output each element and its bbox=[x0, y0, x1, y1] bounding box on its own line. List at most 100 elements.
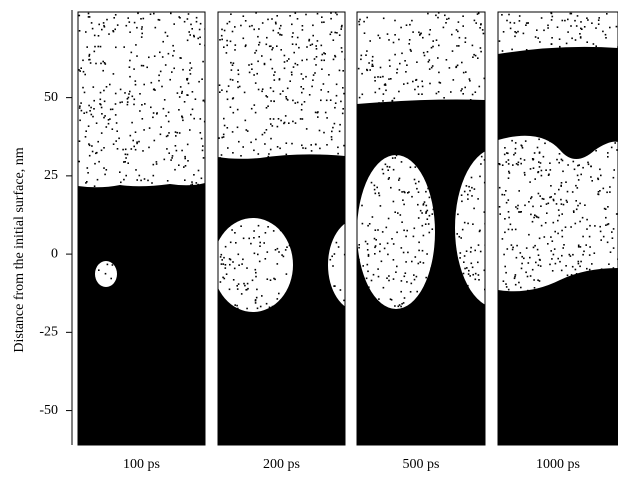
atom-dot bbox=[280, 93, 282, 95]
atom-dot bbox=[104, 256, 106, 258]
atom-dot bbox=[191, 398, 193, 400]
atom-dot bbox=[568, 136, 570, 138]
atom-dot bbox=[167, 321, 169, 323]
atom-dot bbox=[253, 150, 255, 152]
atom-dot bbox=[399, 178, 401, 180]
atom-dot bbox=[508, 211, 510, 213]
atom-dot bbox=[228, 335, 230, 337]
atom-dot bbox=[337, 153, 339, 155]
atom-dot bbox=[609, 191, 611, 193]
atom-dot bbox=[293, 66, 295, 68]
atom-dot bbox=[337, 427, 339, 429]
atom-dot bbox=[400, 417, 402, 419]
atom-dot bbox=[253, 230, 255, 232]
atom-dot bbox=[164, 99, 166, 101]
atom-dot bbox=[441, 343, 443, 345]
atom-dot bbox=[397, 69, 399, 71]
atom-dot bbox=[462, 378, 464, 380]
atom-dot bbox=[289, 245, 291, 247]
atom-dot bbox=[422, 37, 424, 39]
atom-dot bbox=[80, 67, 82, 69]
atom-dot bbox=[612, 282, 614, 284]
atom-dot bbox=[472, 362, 474, 364]
atom-dot bbox=[224, 161, 226, 163]
atom-dot bbox=[285, 96, 287, 98]
atom-dot bbox=[368, 286, 370, 288]
atom-dot bbox=[244, 351, 246, 353]
atom-dot bbox=[372, 56, 374, 58]
atom-dot bbox=[363, 286, 365, 288]
atom-dot bbox=[501, 362, 503, 364]
atom-dot bbox=[175, 194, 177, 196]
atom-dot bbox=[419, 316, 421, 318]
atom-dot bbox=[220, 359, 222, 361]
atom-dot bbox=[97, 413, 99, 415]
atom-dot bbox=[514, 408, 516, 410]
atom-dot bbox=[439, 360, 441, 362]
atom-dot bbox=[221, 39, 223, 41]
atom-dot bbox=[189, 69, 191, 71]
atom-dot bbox=[99, 103, 101, 105]
atom-dot bbox=[232, 152, 234, 154]
atom-dot bbox=[558, 314, 560, 316]
atom-dot bbox=[219, 84, 221, 86]
atom-dot bbox=[174, 304, 176, 306]
atom-dot bbox=[125, 331, 127, 333]
atom-dot bbox=[590, 176, 592, 178]
atom-dot bbox=[84, 92, 86, 94]
atom-dot bbox=[599, 316, 601, 318]
atom-dot bbox=[323, 418, 325, 420]
atom-dot bbox=[367, 264, 369, 266]
atom-dot bbox=[309, 266, 311, 268]
atom-dot bbox=[413, 135, 415, 137]
atom-dot bbox=[424, 55, 426, 57]
atom-dot bbox=[135, 149, 137, 151]
atom-dot bbox=[419, 303, 421, 305]
atom-dot bbox=[149, 269, 151, 271]
atom-dot bbox=[82, 376, 84, 378]
atom-dot bbox=[102, 61, 104, 63]
atom-dot bbox=[593, 43, 595, 45]
atom-dot bbox=[416, 330, 418, 332]
atom-dot bbox=[584, 204, 586, 206]
atom-dot bbox=[438, 219, 440, 221]
atom-dot bbox=[613, 177, 615, 179]
atom-dot bbox=[291, 311, 293, 313]
atom-dot bbox=[434, 267, 436, 269]
atom-dot bbox=[337, 157, 339, 159]
atom-dot bbox=[253, 335, 255, 337]
atom-dot bbox=[576, 82, 578, 84]
atom-dot bbox=[530, 362, 532, 364]
atom-dot bbox=[369, 124, 371, 126]
atom-dot bbox=[397, 354, 399, 356]
atom-dot bbox=[270, 87, 272, 89]
atom-dot bbox=[134, 361, 136, 363]
atom-dot bbox=[100, 99, 102, 101]
atom-dot bbox=[589, 52, 591, 54]
atom-dot bbox=[429, 339, 431, 341]
atom-dot bbox=[177, 376, 179, 378]
atom-dot bbox=[533, 387, 535, 389]
atom-dot bbox=[564, 418, 566, 420]
atom-dot bbox=[563, 79, 565, 81]
atom-dot bbox=[455, 201, 457, 203]
atom-dot bbox=[537, 399, 539, 401]
atom-dot bbox=[580, 352, 582, 354]
atom-dot bbox=[283, 204, 285, 206]
atom-dot bbox=[339, 210, 341, 212]
atom-dot bbox=[373, 344, 375, 346]
atom-dot bbox=[524, 174, 526, 176]
atom-dot bbox=[136, 179, 138, 181]
atom-dot bbox=[474, 188, 476, 190]
atom-dot bbox=[233, 97, 235, 99]
atom-dot bbox=[113, 17, 115, 19]
atom-dot bbox=[163, 362, 165, 364]
atom-dot bbox=[534, 431, 536, 433]
atom-dot bbox=[318, 220, 320, 222]
atom-dot bbox=[526, 341, 528, 343]
atom-dot bbox=[440, 231, 442, 233]
atom-dot bbox=[190, 405, 192, 407]
atom-dot bbox=[594, 420, 596, 422]
atom-dot bbox=[307, 381, 309, 383]
atom-dot bbox=[553, 254, 555, 256]
